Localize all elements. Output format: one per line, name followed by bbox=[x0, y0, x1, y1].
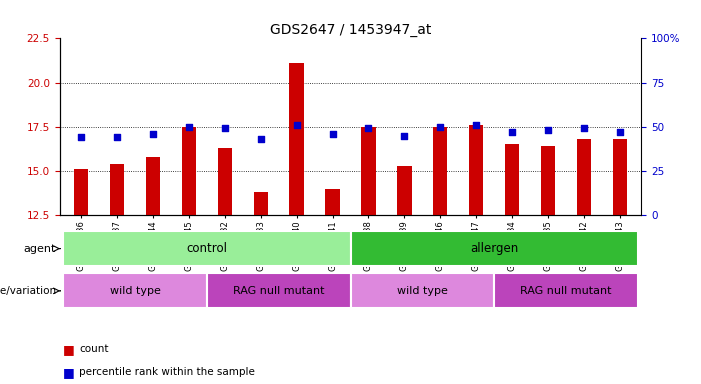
Text: wild type: wild type bbox=[397, 286, 448, 296]
Point bbox=[399, 132, 410, 139]
Bar bbox=[350, 273, 494, 308]
Bar bbox=[63, 273, 207, 308]
Point bbox=[255, 136, 266, 142]
Bar bbox=[254, 192, 268, 215]
Bar bbox=[290, 63, 304, 215]
Text: percentile rank within the sample: percentile rank within the sample bbox=[79, 367, 255, 377]
Text: allergen: allergen bbox=[470, 242, 518, 255]
Text: RAG null mutant: RAG null mutant bbox=[233, 286, 325, 296]
Point bbox=[435, 124, 446, 130]
Point bbox=[147, 131, 158, 137]
Text: ■: ■ bbox=[63, 366, 75, 379]
Bar bbox=[361, 127, 376, 215]
Point bbox=[291, 122, 302, 128]
Bar bbox=[541, 146, 555, 215]
Point bbox=[76, 134, 87, 141]
Point bbox=[614, 129, 625, 135]
Text: wild type: wild type bbox=[109, 286, 161, 296]
Point bbox=[111, 134, 123, 141]
Point bbox=[507, 129, 518, 135]
Bar bbox=[397, 166, 411, 215]
Point bbox=[219, 126, 231, 132]
Bar bbox=[613, 139, 627, 215]
Bar bbox=[350, 231, 638, 266]
Bar bbox=[207, 273, 350, 308]
Text: RAG null mutant: RAG null mutant bbox=[520, 286, 612, 296]
Point bbox=[327, 131, 338, 137]
Text: ■: ■ bbox=[63, 343, 75, 356]
Bar bbox=[325, 189, 340, 215]
Bar bbox=[217, 148, 232, 215]
Title: GDS2647 / 1453947_at: GDS2647 / 1453947_at bbox=[270, 23, 431, 37]
Point bbox=[183, 124, 194, 130]
Bar bbox=[110, 164, 124, 215]
Bar bbox=[74, 169, 88, 215]
Bar bbox=[63, 231, 350, 266]
Point bbox=[470, 122, 482, 128]
Text: agent: agent bbox=[24, 243, 56, 254]
Text: genotype/variation: genotype/variation bbox=[0, 286, 56, 296]
Bar bbox=[146, 157, 160, 215]
Bar bbox=[505, 144, 519, 215]
Text: count: count bbox=[79, 344, 109, 354]
Point bbox=[543, 127, 554, 133]
Point bbox=[363, 126, 374, 132]
Bar bbox=[469, 125, 484, 215]
Bar bbox=[433, 127, 447, 215]
Bar bbox=[494, 273, 638, 308]
Bar bbox=[577, 139, 591, 215]
Bar bbox=[182, 127, 196, 215]
Point bbox=[578, 126, 590, 132]
Text: control: control bbox=[186, 242, 227, 255]
